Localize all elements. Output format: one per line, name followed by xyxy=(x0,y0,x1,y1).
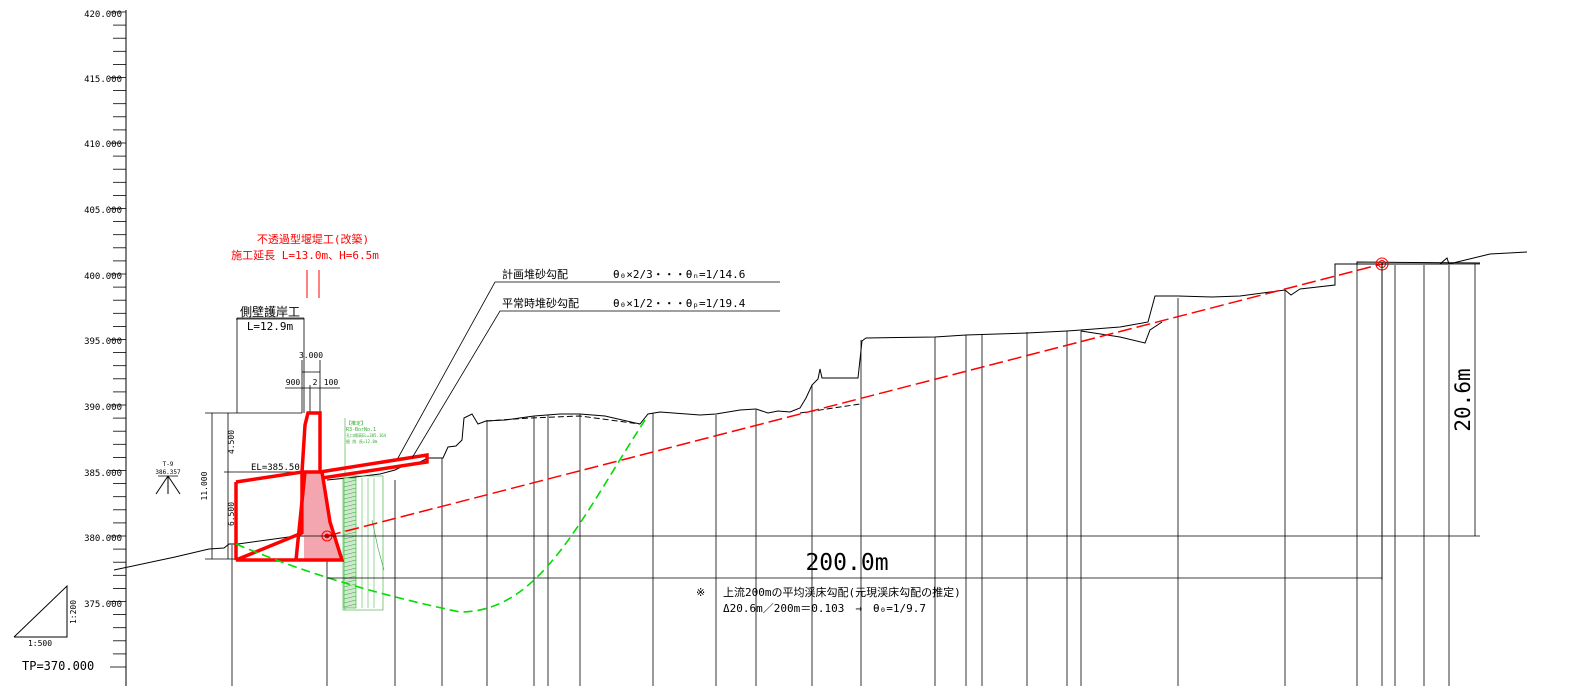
boring-line3: 孔口標高EL=385.164 xyxy=(346,432,387,438)
survey-point-name: T-9 xyxy=(163,461,174,468)
note-line2: Δ20.6m／200m＝0.103 → θ₀=1/9.7 xyxy=(723,602,926,615)
dam-title-line2: 施工延長 L=13.0m、H=6.5m xyxy=(231,249,379,262)
original-bed-line xyxy=(485,403,861,425)
dim-middle-part: 2 xyxy=(313,378,318,387)
vertical-height: 20.6m xyxy=(1451,368,1475,431)
side-wall-length: L=12.9m xyxy=(247,320,294,333)
boring-log: 【推定】 R3-BorNo.1 孔口標高EL=385.164 掘 削 長=12.… xyxy=(342,418,387,611)
axis-label-390: 390.000 xyxy=(84,403,122,413)
boring-line4: 掘 削 長=12.0m xyxy=(346,438,378,444)
dim-total-height: 11.000 xyxy=(200,471,209,500)
crest-elevation: EL=385.50 xyxy=(251,463,300,473)
slip-surface-line xyxy=(235,419,646,613)
axis-label-380: 380.000 xyxy=(84,534,122,544)
measure-lines xyxy=(300,263,1480,580)
survey-point: T-9 386.357 xyxy=(155,461,181,495)
datum-label: TP=370.000 xyxy=(22,659,94,673)
note-mark: ※ xyxy=(696,586,705,599)
axis-label-415: 415.000 xyxy=(84,75,122,85)
side-wall-label: 側壁護岸工 L=12.9m xyxy=(236,304,304,333)
dim-left-part: 900 xyxy=(286,378,301,387)
planned-gradient-formula: θ₀×2/3・・・θₙ=1/14.6 xyxy=(613,268,745,281)
axis-label-420: 420.000 xyxy=(84,10,122,20)
side-wall-title: 側壁護岸工 xyxy=(240,304,300,319)
axis-label-410: 410.000 xyxy=(84,140,122,150)
axis-label-395: 395.000 xyxy=(84,337,122,347)
normal-gradient-formula: θ₀×1/2・・・θₚ=1/19.4 xyxy=(613,297,746,310)
scale-horizontal: 1:500 xyxy=(28,639,52,648)
survey-point-elevation: 386.357 xyxy=(155,469,181,476)
axis-label-405: 405.000 xyxy=(84,206,122,216)
note-line1: 上流200mの平均渓床勾配(元現渓床勾配の推定) xyxy=(723,585,961,599)
normal-gradient-label: 平常時堆砂勾配 xyxy=(502,297,579,310)
dim-upper-height: 4.500 xyxy=(227,430,236,454)
dim-top-width: 3.000 xyxy=(299,351,323,360)
planned-gradient-label: 計画堆砂勾配 xyxy=(502,267,568,281)
boring-line2: R3-BorNo.1 xyxy=(346,427,376,433)
average-bed-slope-line xyxy=(326,263,1383,537)
dam-title-line1: 不透過型堰堤工(改築) xyxy=(257,232,369,246)
scale-triangle: 1:500 1:200 xyxy=(13,584,78,648)
slope-lines xyxy=(235,257,1389,613)
station-lines xyxy=(231,264,1450,686)
dam-title: 不透過型堰堤工(改築) 施工延長 L=13.0m、H=6.5m xyxy=(231,232,379,298)
leader-normal xyxy=(411,310,780,459)
scale-vertical: 1:200 xyxy=(69,600,78,624)
axis-label-385: 385.000 xyxy=(84,469,122,479)
note: ※ 上流200mの平均渓床勾配(元現渓床勾配の推定) Δ20.6m／200m＝0… xyxy=(696,585,961,615)
dam-dimensions xyxy=(205,270,340,560)
leader-planned xyxy=(397,281,780,459)
elevation-axis: 420.000 415.000 410.000 405.000 400.000 … xyxy=(22,10,127,686)
dim-right-part: 100 xyxy=(324,378,339,387)
horizontal-distance: 200.0m xyxy=(805,550,888,576)
boring-line1: 【推定】 xyxy=(346,420,366,427)
dim-lower-height: 6.500 xyxy=(227,502,236,526)
axis-label-375: 375.000 xyxy=(84,600,122,610)
axis-label-400: 400.000 xyxy=(84,272,122,282)
dam-structure xyxy=(234,411,429,562)
axis-ticks xyxy=(110,11,126,668)
